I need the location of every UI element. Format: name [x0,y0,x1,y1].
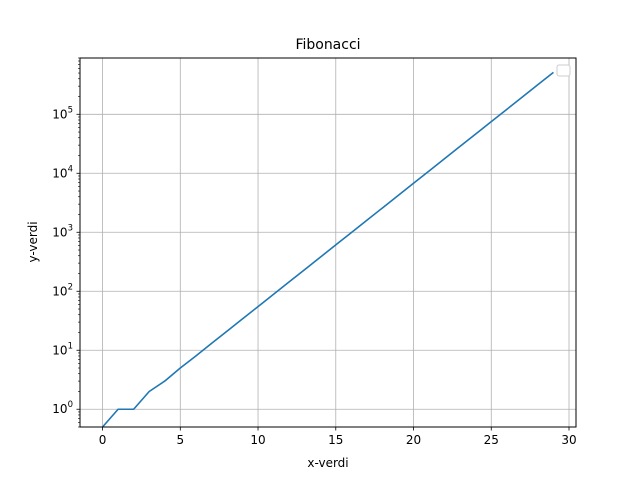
y-axis: 100 101 102 103 104 105 [52,57,80,428]
x-tick-label: 20 [406,433,421,447]
x-axis-label: x-verdi [307,456,348,470]
y-tick-label: 103 [52,223,73,239]
grid [80,58,576,427]
x-axis: 0 5 10 15 20 25 30 [99,427,577,447]
x-tick-label: 30 [561,433,576,447]
x-tick-label: 15 [328,433,343,447]
y-tick-label: 104 [52,164,73,180]
series-layer [101,71,554,428]
x-tick-label: 25 [484,433,499,447]
series-line [101,71,554,428]
chart-title: Fibonacci [295,37,360,53]
y-axis-label: y-verdi [26,221,40,262]
legend-box [556,64,571,77]
y-tick-label: 101 [52,341,73,357]
y-tick-label: 100 [52,400,73,416]
plot-frame [79,57,577,428]
x-tick-label: 10 [250,433,265,447]
x-tick-label: 5 [176,433,184,447]
y-tick-label: 105 [52,105,73,121]
y-tick-label: 102 [52,282,73,298]
x-tick-label: 0 [99,433,107,447]
